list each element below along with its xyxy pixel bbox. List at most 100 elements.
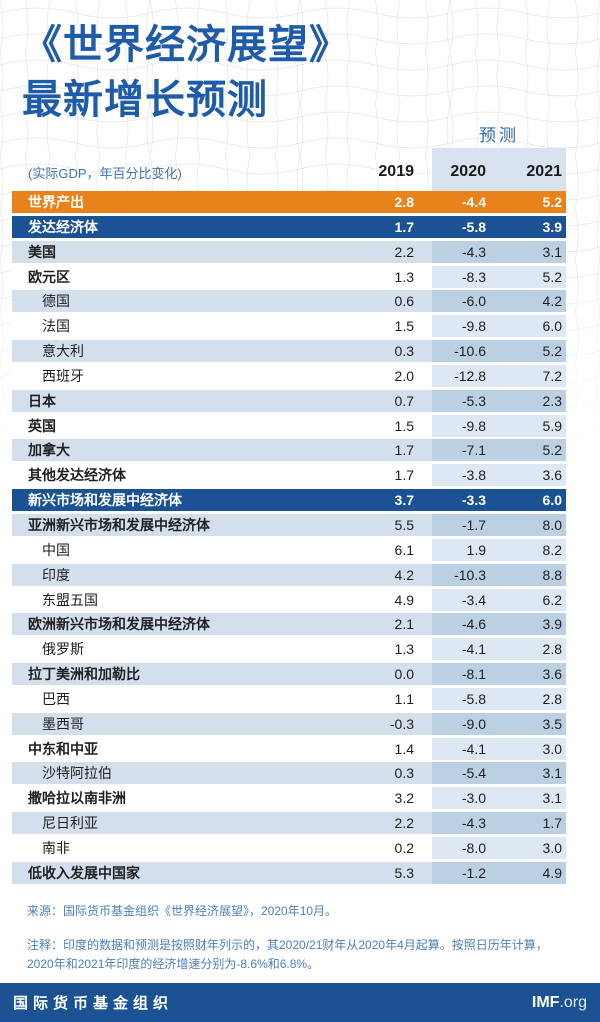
row-label: 英国 bbox=[12, 414, 357, 437]
row-value: 3.1 bbox=[488, 240, 566, 263]
row-value: -8.0 bbox=[432, 836, 488, 859]
table-row: 世界产出 2.8 -4.4 5.2 bbox=[12, 191, 566, 213]
row-label: 中东和中亚 bbox=[12, 737, 357, 760]
row-label: 俄罗斯 bbox=[12, 638, 357, 661]
row-label: 拉丁美洲和加勒比 bbox=[12, 663, 357, 686]
row-value: 3.6 bbox=[488, 464, 566, 487]
row-value: 1.1 bbox=[357, 687, 432, 710]
row-value: 2.2 bbox=[357, 812, 432, 835]
row-value: -4.1 bbox=[432, 737, 488, 760]
forecast-header-label: 预测 bbox=[479, 126, 519, 145]
row-value: -10.3 bbox=[432, 563, 488, 586]
row-value: 6.0 bbox=[488, 315, 566, 338]
table-row: 其他发达经济体 1.7 -3.8 3.6 bbox=[12, 464, 566, 487]
row-value: 6.0 bbox=[488, 489, 566, 512]
row-value: -10.6 bbox=[432, 340, 488, 363]
table-row: 中东和中亚 1.4 -4.1 3.0 bbox=[12, 737, 566, 760]
row-value: 1.5 bbox=[357, 414, 432, 437]
row-value: 3.0 bbox=[488, 836, 566, 859]
row-value: 3.6 bbox=[488, 663, 566, 686]
row-label: 欧洲新兴市场和发展中经济体 bbox=[12, 613, 357, 636]
table-row: 欧元区 1.3 -8.3 5.2 bbox=[12, 265, 566, 288]
row-value: -6.0 bbox=[432, 290, 488, 313]
row-value: -5.8 bbox=[432, 687, 488, 710]
row-value: -4.3 bbox=[432, 812, 488, 835]
table-row: 东盟五国 4.9 -3.4 6.2 bbox=[12, 588, 566, 611]
row-value: 4.9 bbox=[488, 861, 566, 884]
footnote: 注释：印度的数据和预测是按照财年列示的，其2020/21财年从2020年4月起算… bbox=[27, 936, 577, 974]
table-row: 加拿大 1.7 -7.1 5.2 bbox=[12, 439, 566, 462]
row-label: 美国 bbox=[12, 240, 357, 263]
row-value: 3.2 bbox=[357, 787, 432, 810]
row-value: 2.8 bbox=[488, 687, 566, 710]
imf-website-suffix: .org bbox=[559, 993, 587, 1011]
table-row: 低收入发展中国家 5.3 -1.2 4.9 bbox=[12, 861, 566, 884]
row-value: -4.6 bbox=[432, 613, 488, 636]
table-row: 墨西哥 -0.3 -9.0 3.5 bbox=[12, 712, 566, 735]
footnote-line1: 注释：印度的数据和预测是按照财年列示的，其2020/21财年从2020年4月起算… bbox=[27, 938, 548, 952]
row-value: -1.2 bbox=[432, 861, 488, 884]
column-header-2019: 2019 bbox=[378, 163, 414, 180]
row-value: 1.4 bbox=[357, 737, 432, 760]
row-label: 其他发达经济体 bbox=[12, 464, 357, 487]
row-label: 西班牙 bbox=[12, 364, 357, 387]
row-value: 5.2 bbox=[488, 191, 566, 213]
row-value: 2.0 bbox=[357, 364, 432, 387]
row-value: -1.7 bbox=[432, 513, 488, 536]
row-value: 1.7 bbox=[488, 812, 566, 835]
row-value: 7.2 bbox=[488, 364, 566, 387]
row-value: -8.1 bbox=[432, 663, 488, 686]
row-value: -12.8 bbox=[432, 364, 488, 387]
table-row: 新兴市场和发展中经济体 3.7 -3.3 6.0 bbox=[12, 489, 566, 512]
imf-website-link[interactable]: IMF.org bbox=[532, 994, 587, 1012]
row-value: -4.4 bbox=[432, 191, 488, 213]
row-value: -5.4 bbox=[432, 762, 488, 785]
table-row: 德国 0.6 -6.0 4.2 bbox=[12, 290, 566, 313]
row-label: 巴西 bbox=[12, 687, 357, 710]
row-label: 南非 bbox=[12, 836, 357, 859]
row-value: 5.3 bbox=[357, 861, 432, 884]
row-label: 墨西哥 bbox=[12, 712, 357, 735]
table-row: 亚洲新兴市场和发展中经济体 5.5 -1.7 8.0 bbox=[12, 513, 566, 536]
row-value: 5.5 bbox=[357, 513, 432, 536]
row-value: 0.2 bbox=[357, 836, 432, 859]
row-value: 4.9 bbox=[357, 588, 432, 611]
row-label: 德国 bbox=[12, 290, 357, 313]
page-title: 《世界经济展望》 最新增长预测 bbox=[22, 18, 350, 128]
row-value: 6.2 bbox=[488, 588, 566, 611]
row-value: 3.1 bbox=[488, 787, 566, 810]
row-value: 8.2 bbox=[488, 538, 566, 561]
row-label: 新兴市场和发展中经济体 bbox=[12, 489, 357, 512]
row-label: 亚洲新兴市场和发展中经济体 bbox=[12, 513, 357, 536]
row-value: 1.7 bbox=[357, 215, 432, 238]
row-label: 意大利 bbox=[12, 340, 357, 363]
table-subtitle: (实际GDP，年百分比变化) bbox=[28, 165, 182, 181]
column-header-2021: 2021 bbox=[526, 163, 562, 180]
row-value: -3.4 bbox=[432, 588, 488, 611]
row-label: 欧元区 bbox=[12, 265, 357, 288]
row-value: 3.9 bbox=[488, 613, 566, 636]
row-value: 8.8 bbox=[488, 563, 566, 586]
row-label: 日本 bbox=[12, 389, 357, 412]
row-value: 1.9 bbox=[432, 538, 488, 561]
row-value: 5.2 bbox=[488, 340, 566, 363]
row-value: 2.8 bbox=[357, 191, 432, 213]
table-row: 意大利 0.3 -10.6 5.2 bbox=[12, 340, 566, 363]
table-row: 撒哈拉以南非洲 3.2 -3.0 3.1 bbox=[12, 787, 566, 810]
bottom-bar: 国际货币基金组织 IMF.org bbox=[0, 983, 600, 1022]
row-value: 4.2 bbox=[357, 563, 432, 586]
row-value: 3.0 bbox=[488, 737, 566, 760]
table-row: 南非 0.2 -8.0 3.0 bbox=[12, 836, 566, 859]
table-row: 沙特阿拉伯 0.3 -5.4 3.1 bbox=[12, 762, 566, 785]
row-value: -9.8 bbox=[432, 315, 488, 338]
row-value: 2.1 bbox=[357, 613, 432, 636]
row-label: 沙特阿拉伯 bbox=[12, 762, 357, 785]
row-label: 发达经济体 bbox=[12, 215, 357, 238]
source-note: 来源：国际货币基金组织《世界经济展望》，2020年10月。 bbox=[27, 904, 338, 918]
table-column-header: (实际GDP，年百分比变化) 2019 2020 2021 bbox=[12, 158, 566, 186]
row-value: -5.8 bbox=[432, 215, 488, 238]
row-value: 1.3 bbox=[357, 265, 432, 288]
row-value: 6.1 bbox=[357, 538, 432, 561]
table-row: 发达经济体 1.7 -5.8 3.9 bbox=[12, 215, 566, 238]
row-value: 4.2 bbox=[488, 290, 566, 313]
